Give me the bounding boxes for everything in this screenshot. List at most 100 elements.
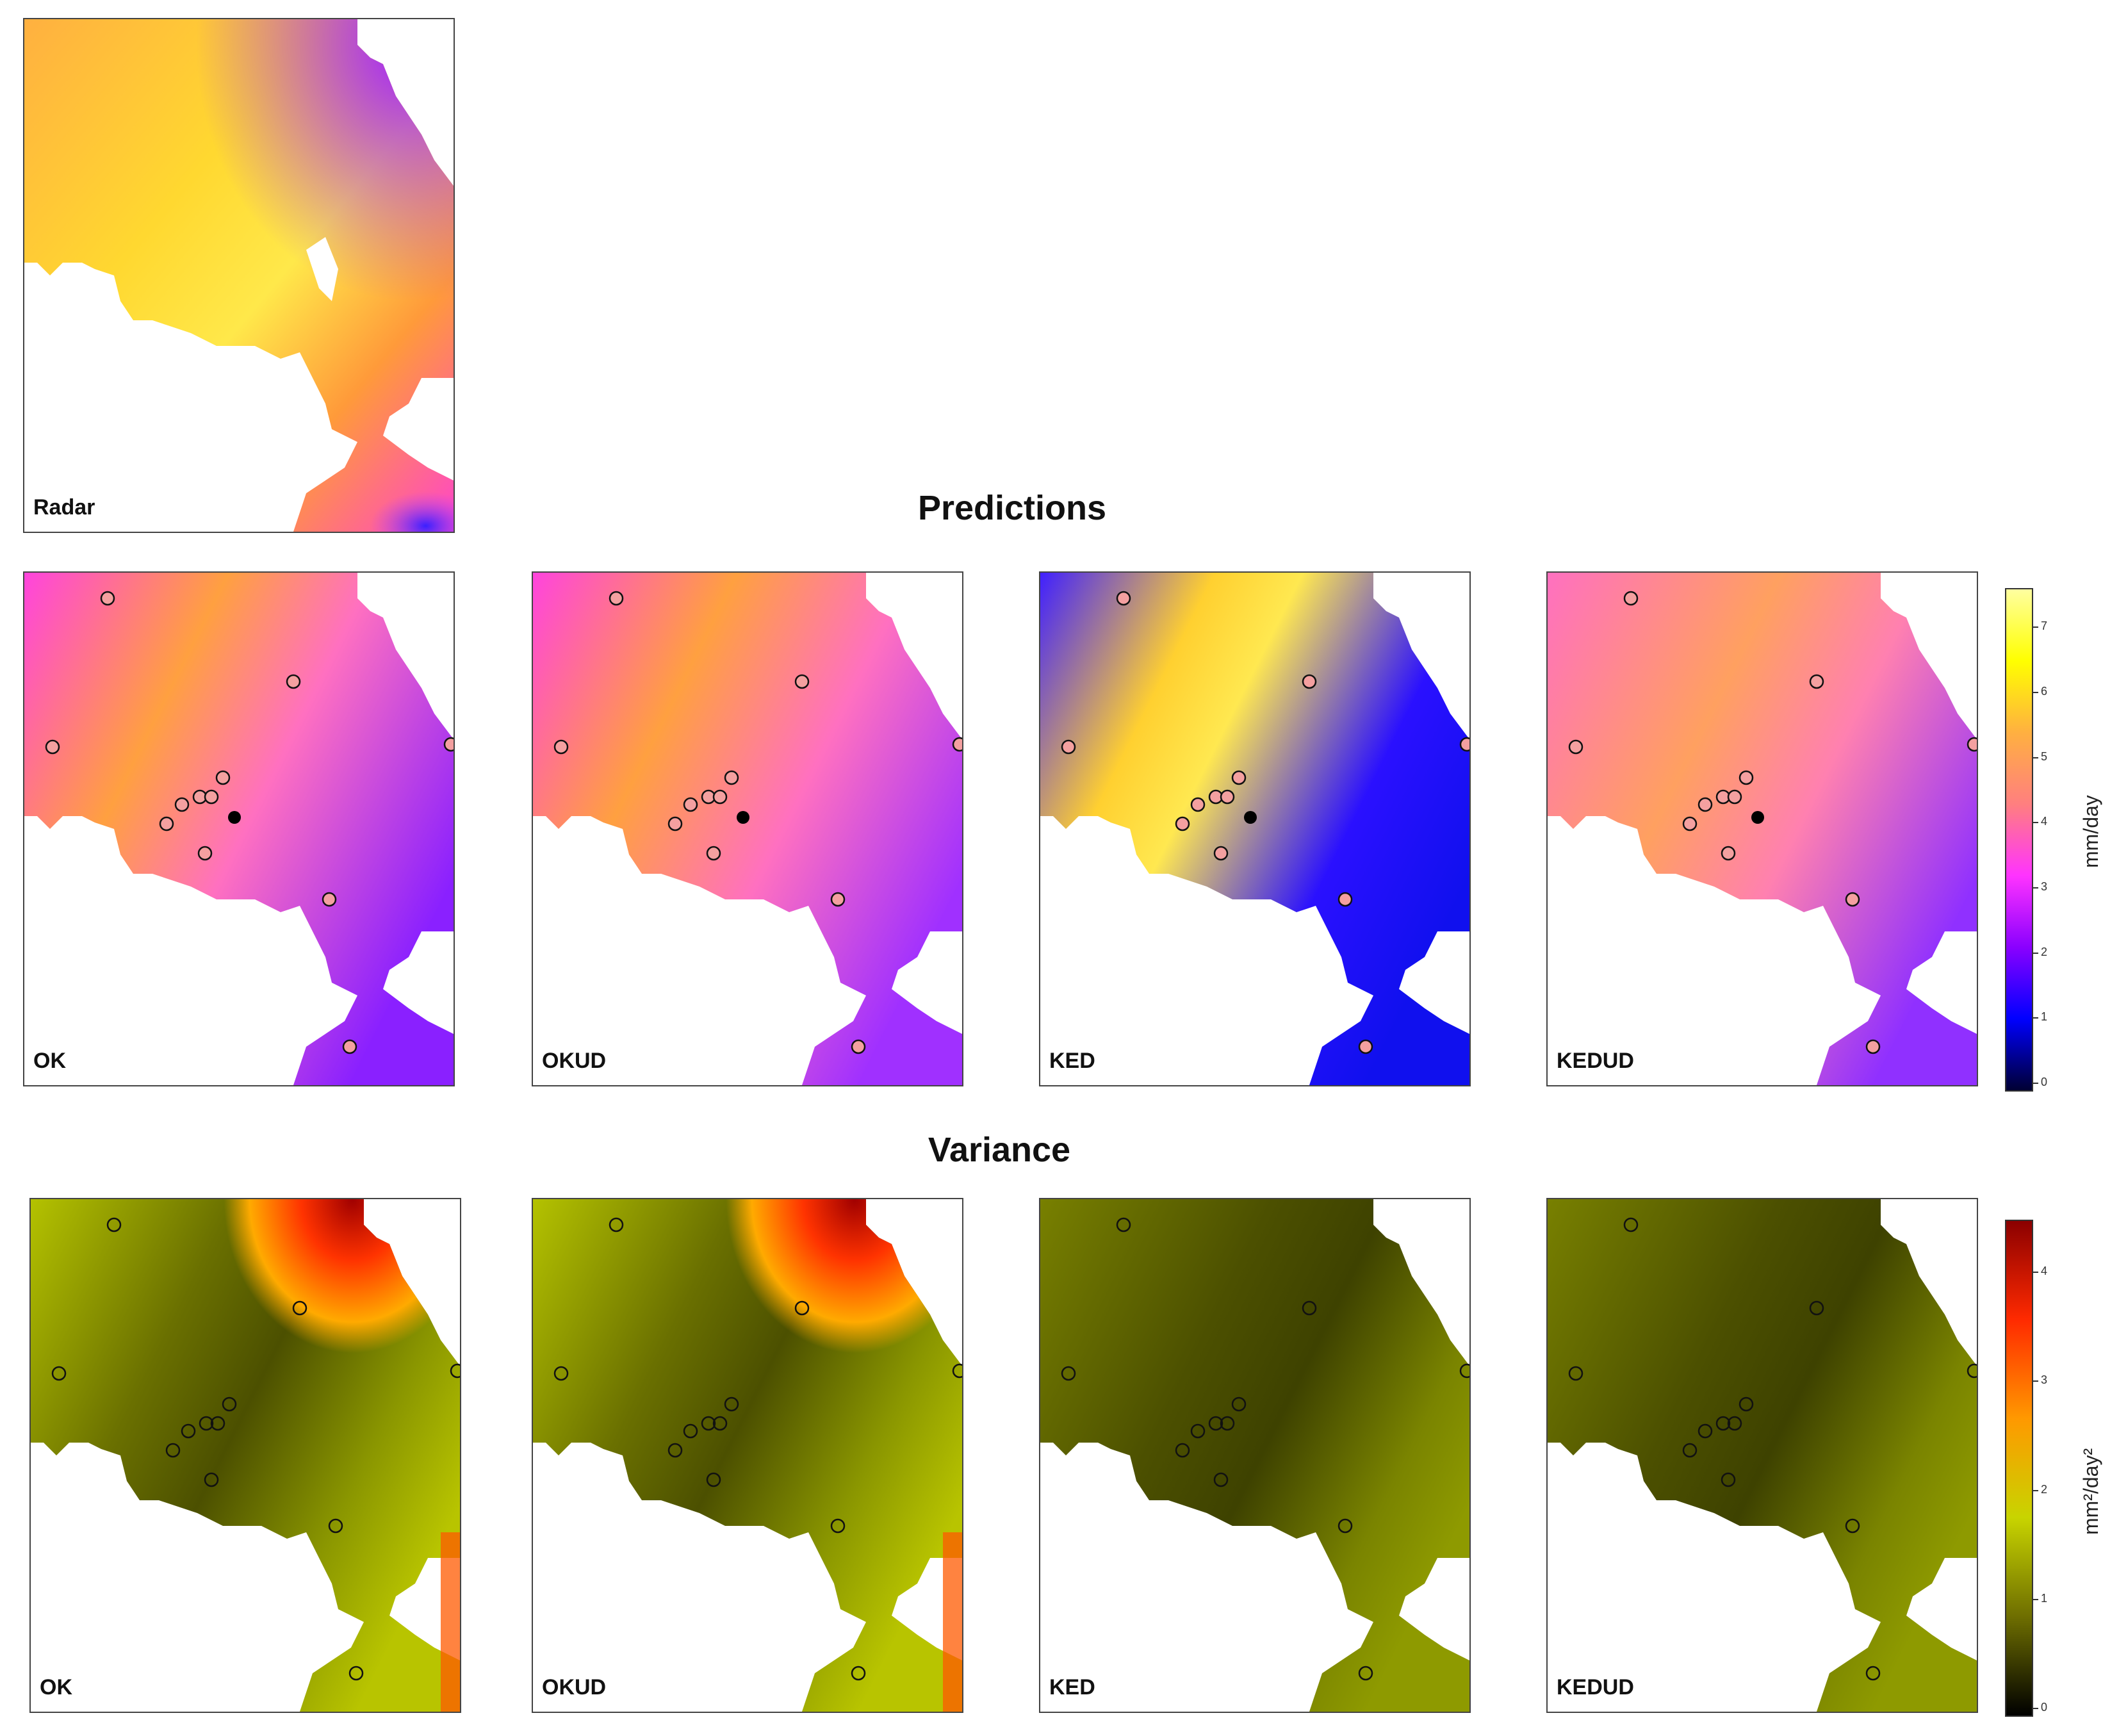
colorbar-tick-mark — [2033, 1017, 2038, 1019]
colorbar-tick-label: 1 — [2041, 1591, 2048, 1605]
colorbar-tick-mark — [2033, 1083, 2038, 1084]
station-marker — [342, 1039, 357, 1054]
station-marker — [222, 1396, 237, 1412]
station-marker — [292, 1300, 307, 1316]
station-marker — [1865, 1666, 1881, 1681]
station-marker — [1739, 1396, 1754, 1412]
station-marker — [1739, 770, 1754, 785]
station-marker — [450, 1363, 460, 1379]
colorbar-tick-mark — [2033, 1272, 2038, 1273]
variance-panel-label: KED — [1049, 1675, 1095, 1699]
station-marker — [165, 1443, 181, 1458]
colorbar-tick-label: 4 — [2041, 815, 2048, 828]
region-surface — [1548, 1199, 1977, 1712]
station-marker — [1727, 1416, 1742, 1431]
colorbar-tick-mark — [2033, 626, 2038, 628]
region-surface — [1040, 573, 1469, 1085]
station-marker — [199, 1416, 214, 1431]
station-marker — [286, 674, 301, 689]
variance-map-okud — [533, 1199, 962, 1712]
station-marker — [683, 1423, 698, 1439]
station-marker — [724, 1396, 739, 1412]
station-marker — [100, 591, 115, 606]
station-marker — [204, 789, 219, 805]
station-marker — [952, 1363, 962, 1379]
colorbar-tick-label: 4 — [2041, 1265, 2048, 1278]
station-marker — [1845, 892, 1860, 907]
prediction-panel-kedud: KEDUD — [1546, 571, 1978, 1086]
station-marker — [1338, 1518, 1353, 1534]
station-marker — [1727, 789, 1742, 805]
colorbar-tick-mark — [2033, 887, 2038, 889]
station-marker — [1358, 1666, 1373, 1681]
station-marker — [1809, 674, 1824, 689]
radar-panel: Radar — [23, 18, 455, 533]
prediction-map-ok — [24, 573, 454, 1085]
station-marker — [443, 737, 454, 752]
station-marker — [667, 816, 683, 831]
station-marker — [1061, 739, 1076, 755]
station-marker — [706, 1472, 721, 1487]
variance-panel-label: KEDUD — [1557, 1675, 1634, 1699]
station-marker — [181, 1423, 196, 1439]
station-marker — [1338, 892, 1353, 907]
prediction-panel-okud: OKUD — [532, 571, 963, 1086]
prediction-map-ked — [1040, 573, 1469, 1085]
station-marker — [1459, 737, 1469, 752]
colorbar-tick-mark — [2033, 952, 2038, 954]
station-marker — [1220, 1416, 1235, 1431]
station-marker — [1845, 1518, 1860, 1534]
station-marker — [712, 1416, 728, 1431]
colorbar-tick-mark — [2033, 757, 2038, 758]
station-marker — [851, 1039, 866, 1054]
variance-title: Variance — [928, 1131, 1071, 1169]
station-marker — [1715, 1416, 1731, 1431]
variance-panel-ked: KED — [1039, 1198, 1471, 1713]
colorbar-tick-label: 2 — [2041, 1482, 2048, 1496]
station-marker — [553, 739, 569, 755]
station-marker — [106, 1217, 122, 1232]
station-marker — [204, 1472, 219, 1487]
station-marker — [328, 1518, 343, 1534]
variance-panel-ok: OK — [29, 1198, 461, 1713]
prediction-panel-label: KEDUD — [1557, 1049, 1634, 1073]
station-marker — [952, 737, 962, 752]
variance-unit-label: mm²/day² — [2079, 1448, 2102, 1535]
station-marker — [1175, 816, 1190, 831]
target-station-marker — [737, 811, 749, 824]
station-marker — [712, 789, 728, 805]
variance-panel-kedud: KEDUD — [1546, 1198, 1978, 1713]
station-marker — [609, 1217, 624, 1232]
station-marker — [174, 797, 190, 812]
station-marker — [197, 846, 213, 861]
station-marker — [1231, 1396, 1247, 1412]
variance-map-ked — [1040, 1199, 1469, 1712]
station-marker — [1116, 591, 1131, 606]
station-marker — [1568, 1366, 1583, 1381]
station-marker — [553, 1366, 569, 1381]
colorbar-tick-mark — [2033, 1489, 2038, 1491]
colorbar-tick-mark — [2033, 692, 2038, 694]
colorbar-tick-label: 2 — [2041, 945, 2048, 958]
station-marker — [51, 1366, 67, 1381]
station-marker — [1682, 1443, 1698, 1458]
station-marker — [348, 1666, 364, 1681]
target-station-marker — [1244, 811, 1257, 824]
colorbar-tick-label: 6 — [2041, 685, 2048, 698]
station-marker — [1623, 591, 1639, 606]
colorbar-tick-label: 3 — [2041, 880, 2048, 894]
station-marker — [701, 1416, 716, 1431]
colorbar-tick-label: 3 — [2041, 1373, 2048, 1387]
prediction-colorbar — [2005, 588, 2033, 1092]
station-marker — [1568, 739, 1583, 755]
colorbar-tick-label: 5 — [2041, 749, 2048, 763]
radar-map — [24, 19, 454, 532]
prediction-panel-ked: KED — [1039, 571, 1471, 1086]
station-marker — [210, 1416, 225, 1431]
station-marker — [1116, 1217, 1131, 1232]
station-marker — [1967, 1363, 1977, 1379]
colorbar-tick-mark — [2033, 1380, 2038, 1382]
station-marker — [830, 1518, 846, 1534]
variance-panel-label: OKUD — [542, 1675, 607, 1699]
station-marker — [1682, 816, 1698, 831]
